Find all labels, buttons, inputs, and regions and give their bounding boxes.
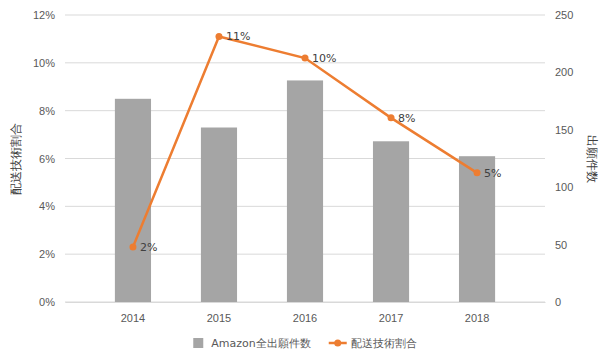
marker bbox=[129, 243, 136, 250]
marker bbox=[215, 33, 222, 40]
tick-label: 8% bbox=[39, 105, 55, 117]
marker bbox=[474, 169, 481, 176]
data-labels: 2% 11% 10% 8% 5% bbox=[140, 30, 502, 253]
tick: 2014 bbox=[121, 302, 145, 324]
tick-label: 150 bbox=[555, 124, 573, 136]
tick: 2017 bbox=[379, 302, 403, 324]
tick-label: 2018 bbox=[465, 312, 489, 324]
tick: 2016 bbox=[293, 302, 317, 324]
tick-label: 200 bbox=[555, 66, 573, 78]
tick: 10% bbox=[33, 57, 65, 69]
tick-label: 50 bbox=[555, 239, 567, 251]
legend: Amazon全出願件数 配送技術割合 bbox=[193, 337, 416, 350]
y2-axis-title: 出願件数 bbox=[585, 135, 599, 183]
chart: 2% 11% 10% 8% 5% 0% 2% 4% 6% 8% 10% 12% 0 50 100 150 200… bbox=[0, 0, 605, 360]
grid bbox=[65, 15, 545, 302]
tick: 0% bbox=[39, 296, 65, 308]
legend-item: Amazon全出願件数 bbox=[193, 337, 310, 350]
tick: 250 bbox=[545, 9, 573, 21]
marks bbox=[115, 33, 495, 302]
line bbox=[133, 37, 477, 247]
tick-label: 2% bbox=[39, 248, 55, 260]
tick: 2015 bbox=[207, 302, 231, 324]
bar bbox=[373, 141, 409, 302]
tick-label: 4% bbox=[39, 200, 55, 212]
tick-label: 250 bbox=[555, 9, 573, 21]
tick: 8% bbox=[39, 105, 65, 117]
grid-line bbox=[65, 62, 545, 63]
axis-line bbox=[545, 16, 546, 303]
axis-line bbox=[65, 16, 66, 303]
legend-marker bbox=[334, 340, 341, 347]
tick-label: 0% bbox=[39, 296, 55, 308]
tick-label: 100 bbox=[555, 181, 573, 193]
tick-label: 10% bbox=[33, 57, 55, 69]
tick: 150 bbox=[545, 124, 573, 136]
legend-item: 配送技術割合 bbox=[329, 337, 417, 350]
y-axis-title: 配送技術割合 bbox=[9, 123, 23, 195]
data-label: 5% bbox=[484, 167, 501, 180]
tick: 4% bbox=[39, 200, 65, 212]
tick: 2018 bbox=[465, 302, 489, 324]
tick: 6% bbox=[39, 153, 65, 165]
data-label: 11% bbox=[226, 30, 250, 43]
axis-line bbox=[66, 302, 546, 303]
tick: 12% bbox=[33, 9, 65, 21]
bar bbox=[201, 128, 237, 302]
bar bbox=[287, 80, 323, 302]
tick-label: 0 bbox=[555, 296, 561, 308]
tick: 200 bbox=[545, 66, 573, 78]
tick-label: 2017 bbox=[379, 312, 403, 324]
data-label: 2% bbox=[140, 241, 157, 254]
legend-symbol bbox=[193, 338, 203, 348]
data-label: 8% bbox=[398, 112, 415, 125]
tick-label: 2016 bbox=[293, 312, 317, 324]
marker bbox=[302, 55, 309, 62]
y-axis: 0% 2% 4% 6% 8% 10% 12% bbox=[33, 9, 66, 308]
tick: 2% bbox=[39, 248, 65, 260]
bar bbox=[115, 99, 151, 302]
tick-label: 2014 bbox=[121, 312, 145, 324]
data-label: 10% bbox=[312, 52, 336, 65]
tick-label: 12% bbox=[33, 9, 55, 21]
tick: 50 bbox=[545, 239, 567, 251]
bar-series bbox=[115, 80, 495, 302]
marker bbox=[388, 114, 395, 121]
tick-label: 2015 bbox=[207, 312, 231, 324]
tick: 100 bbox=[545, 181, 573, 193]
legend-label: Amazon全出願件数 bbox=[211, 337, 310, 350]
legend-label: 配送技術割合 bbox=[351, 337, 417, 350]
tick: 0 bbox=[545, 296, 561, 308]
tick-label: 6% bbox=[39, 153, 55, 165]
grid-line bbox=[65, 15, 545, 16]
y2-axis: 0 50 100 150 200 250 bbox=[545, 9, 573, 308]
x-axis: 2014 2015 2016 2017 2018 bbox=[66, 302, 546, 324]
